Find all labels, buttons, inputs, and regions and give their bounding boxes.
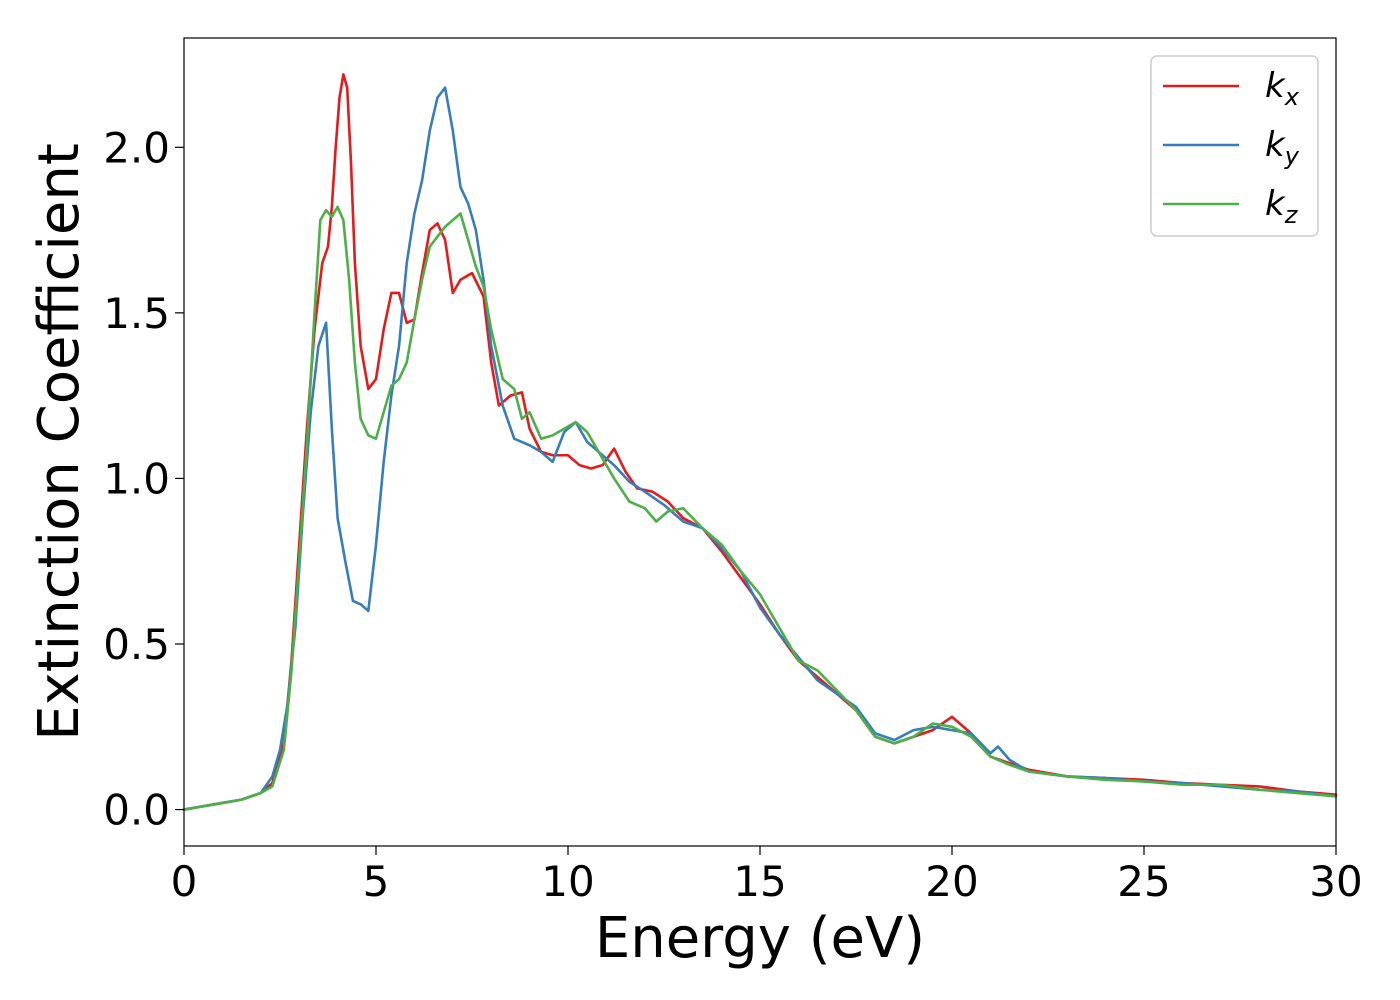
x-ticks: 0 5 10 15 20 25 30 xyxy=(171,846,1363,906)
legend-label-kx: kx xyxy=(1265,66,1300,111)
x-tick-label: 10 xyxy=(541,857,594,906)
y-tick-label: 1.5 xyxy=(103,289,170,338)
legend-items: kx ky kz xyxy=(1163,66,1300,229)
x-tick-label: 5 xyxy=(363,857,390,906)
series-line-kz xyxy=(182,205,1338,811)
legend: kx ky kz xyxy=(1150,55,1319,237)
y-axis-title: Extinction Coefficient xyxy=(27,143,92,741)
plot-lines xyxy=(182,73,1338,811)
x-tick-label: 30 xyxy=(1309,857,1362,906)
x-tick-label: 20 xyxy=(925,857,978,906)
y-ticks: 0.0 0.5 1.0 1.5 2.0 xyxy=(103,123,184,835)
legend-label-kz: kz xyxy=(1265,184,1299,229)
legend-label-ky: ky xyxy=(1265,125,1300,170)
x-axis-title: Energy (eV) xyxy=(595,906,925,971)
y-tick-label: 0.5 xyxy=(103,620,170,669)
x-tick-label: 0 xyxy=(171,857,198,906)
x-tick-label: 25 xyxy=(1117,857,1170,906)
y-tick-label: 1.0 xyxy=(103,454,170,503)
y-tick-label: 0.0 xyxy=(103,786,170,835)
y-tick-label: 2.0 xyxy=(103,123,170,172)
x-tick-label: 15 xyxy=(733,857,786,906)
